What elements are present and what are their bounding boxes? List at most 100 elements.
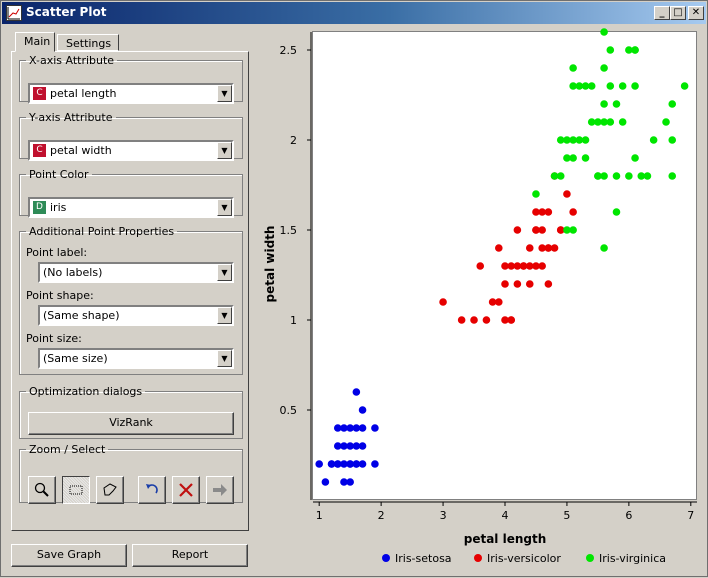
point-size-select[interactable]: (Same size) ▼ (38, 348, 234, 369)
data-point (333, 460, 342, 468)
data-point (612, 208, 621, 216)
tab-settings[interactable]: Settings (57, 34, 119, 51)
legend-label: Iris-virginica (599, 552, 666, 565)
data-point (575, 82, 584, 90)
data-point (612, 172, 621, 180)
continuous-badge: C (33, 87, 46, 100)
point-label-value: (No labels) (43, 266, 103, 279)
data-point (668, 136, 677, 144)
vizrank-button[interactable]: VizRank (28, 412, 234, 435)
data-point (538, 244, 546, 252)
zoom-select-group: Zoom / Select (19, 443, 243, 504)
data-point (600, 172, 608, 180)
y-axis-group-title: Y-axis Attribute (29, 111, 113, 124)
data-point (563, 190, 571, 198)
data-point (569, 208, 577, 216)
data-point (340, 460, 348, 468)
title-bar[interactable]: Scatter Plot _ □ ✕ (2, 2, 706, 24)
data-point (538, 208, 546, 216)
data-point (538, 226, 546, 234)
data-point (358, 406, 367, 414)
legend-label: Iris-versicolor (487, 552, 561, 565)
zoom-select-group-title: Zoom / Select (29, 443, 106, 456)
y-axis-label: petal width (263, 226, 277, 303)
data-point (600, 118, 608, 126)
data-point (525, 244, 534, 252)
data-point (513, 280, 522, 288)
data-point (346, 460, 354, 468)
discrete-badge: D (33, 201, 46, 214)
close-button[interactable]: ✕ (688, 6, 704, 20)
chevron-down-icon[interactable]: ▼ (217, 264, 232, 281)
report-button[interactable]: Report (132, 544, 248, 567)
chevron-down-icon[interactable]: ▼ (217, 142, 232, 159)
point-label-select[interactable]: (No labels) ▼ (38, 262, 234, 283)
data-point (668, 100, 677, 108)
x-axis-attribute-group: X-axis Attribute C petal length ▼ (19, 54, 243, 104)
y-axis-attribute-value: petal width (50, 144, 112, 157)
legend-marker (586, 554, 594, 562)
data-point (501, 280, 509, 288)
x-axis-attribute-value: petal length (50, 87, 117, 100)
data-point (563, 136, 571, 144)
data-point (495, 298, 503, 306)
data-point (575, 136, 584, 144)
tab-main[interactable]: Main (15, 32, 55, 52)
maximize-button[interactable]: □ (670, 6, 686, 20)
data-point (371, 424, 379, 432)
chevron-down-icon[interactable]: ▼ (217, 307, 232, 324)
data-point (315, 460, 323, 468)
data-point (550, 244, 559, 252)
data-point (680, 82, 689, 90)
scatter-chart: 1 2 3 4 5 6 7 0.5 1 1.5 2 2.5 petal length petal wi… (263, 28, 697, 565)
point-shape-caption: Point shape: (26, 289, 94, 302)
save-graph-button[interactable]: Save Graph (11, 544, 127, 567)
data-point (569, 64, 577, 72)
data-point (581, 82, 590, 90)
x-tick-label: 3 (440, 509, 447, 522)
point-color-select[interactable]: D iris ▼ (28, 197, 234, 218)
data-point (556, 136, 565, 144)
point-shape-select[interactable]: (Same shape) ▼ (38, 305, 234, 326)
y-tick-label: 1 (290, 314, 297, 327)
data-point (501, 316, 509, 324)
data-point (594, 118, 602, 126)
y-axis-attribute-select[interactable]: C petal width ▼ (28, 140, 234, 161)
point-color-group-title: Point Color (29, 168, 89, 181)
data-point (358, 442, 367, 450)
data-point (439, 298, 447, 306)
scatter-plot-app-icon (6, 5, 22, 21)
data-point (476, 262, 485, 270)
chevron-down-icon[interactable]: ▼ (217, 199, 232, 216)
data-point (519, 262, 528, 270)
remove-selection-button[interactable] (172, 476, 200, 504)
legend-marker (474, 554, 482, 562)
data-point (470, 316, 478, 324)
data-point (649, 136, 658, 144)
send-selection-button[interactable] (206, 476, 234, 504)
rectangle-select-button[interactable] (62, 476, 90, 504)
zoom-button[interactable] (28, 476, 56, 504)
x-tick-label: 6 (625, 509, 632, 522)
data-point (358, 460, 367, 468)
data-point (333, 442, 342, 450)
data-point (340, 442, 348, 450)
data-point (544, 280, 553, 288)
optimization-group-title: Optimization dialogs (29, 385, 143, 398)
x-axis-group-title: X-axis Attribute (29, 54, 115, 67)
x-axis-attribute-select[interactable]: C petal length ▼ (28, 83, 234, 104)
window-title: Scatter Plot (26, 5, 107, 19)
chevron-down-icon[interactable]: ▼ (217, 85, 232, 102)
undo-button[interactable] (138, 476, 166, 504)
data-point (569, 82, 577, 90)
chevron-down-icon[interactable]: ▼ (217, 350, 232, 367)
data-point (625, 172, 633, 180)
data-point (556, 172, 565, 180)
data-point (482, 316, 491, 324)
polygon-select-button[interactable] (96, 476, 124, 504)
minimize-button[interactable]: _ (654, 6, 670, 20)
data-point (495, 244, 503, 252)
point-color-group: Point Color D iris ▼ (19, 168, 243, 218)
y-tick-label: 0.5 (280, 404, 298, 417)
undo-icon (146, 484, 158, 494)
